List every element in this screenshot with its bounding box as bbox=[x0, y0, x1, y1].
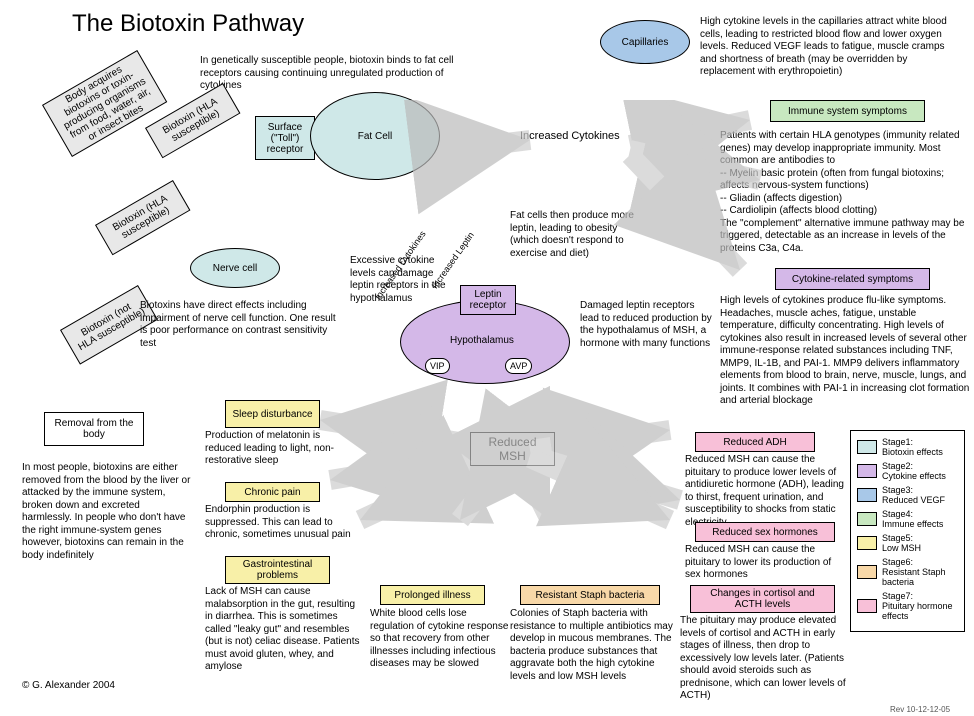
legend-label: Stage1: Biotoxin effects bbox=[882, 437, 943, 457]
sex-text: Reduced MSH can cause the pituitary to l… bbox=[685, 544, 840, 582]
legend-row: Stage7: Pituitary hormone effects bbox=[857, 591, 958, 621]
prolonged-box: Prolonged illness bbox=[380, 585, 485, 605]
legend-swatch bbox=[857, 512, 877, 526]
legend-label: Stage5: Low MSH bbox=[882, 533, 921, 553]
biotoxin-s2: Biotoxin (HLA susceptible) bbox=[95, 180, 190, 255]
capillaries: Capillaries bbox=[600, 20, 690, 64]
cortisol-box: Changes in cortisol and ACTH levels bbox=[690, 585, 835, 613]
gi-box: Gastrointestinal problems bbox=[225, 556, 330, 584]
sleep-text: Production of melatonin is reduced leadi… bbox=[205, 430, 345, 468]
legend-swatch bbox=[857, 488, 877, 502]
cortisol-text: The pituitary may produce elevated level… bbox=[680, 615, 860, 703]
sleep-box: Sleep disturbance bbox=[225, 400, 320, 428]
legend-row: Stage5: Low MSH bbox=[857, 533, 958, 553]
legend-swatch bbox=[857, 464, 877, 478]
revision: Rev 10-12-12-05 bbox=[890, 705, 950, 714]
staph-box: Resistant Staph bacteria bbox=[520, 585, 660, 605]
legend-swatch bbox=[857, 536, 877, 550]
legend-swatch bbox=[857, 599, 877, 613]
legend-swatch bbox=[857, 565, 877, 579]
legend: Stage1: Biotoxin effects Stage2: Cytokine… bbox=[850, 430, 965, 632]
copyright: © G. Alexander 2004 bbox=[22, 680, 115, 691]
prolonged-text: White blood cells lose regulation of cyt… bbox=[370, 608, 510, 671]
legend-row: Stage1: Biotoxin effects bbox=[857, 437, 958, 457]
acquire-box: Body acquires biotoxins or toxin-produci… bbox=[42, 50, 167, 157]
page-title: The Biotoxin Pathway bbox=[72, 10, 304, 38]
legend-label: Stage6: Resistant Staph bacteria bbox=[882, 557, 958, 587]
chronic-text: Endorphin production is suppressed. This… bbox=[205, 504, 355, 542]
adh-box: Reduced ADH bbox=[695, 432, 815, 452]
removal-box: Removal from the body bbox=[44, 412, 144, 446]
cap-text: High cytokine levels in the capillaries … bbox=[700, 16, 960, 79]
legend-swatch bbox=[857, 440, 877, 454]
intro-text: In genetically susceptible people, bioto… bbox=[200, 55, 480, 93]
gi-text: Lack of MSH can cause malabsorption in t… bbox=[205, 586, 365, 674]
legend-label: Stage7: Pituitary hormone effects bbox=[882, 591, 958, 621]
legend-row: Stage2: Cytokine effects bbox=[857, 461, 958, 481]
legend-label: Stage2: Cytokine effects bbox=[882, 461, 946, 481]
adh-text: Reduced MSH can cause the pituitary to p… bbox=[685, 454, 845, 529]
sex-box: Reduced sex hormones bbox=[695, 522, 835, 542]
legend-row: Stage4: Immune effects bbox=[857, 509, 958, 529]
legend-row: Stage6: Resistant Staph bacteria bbox=[857, 557, 958, 587]
legend-row: Stage3: Reduced VEGF bbox=[857, 485, 958, 505]
staph-text: Colonies of Staph bacteria with resistan… bbox=[510, 608, 680, 683]
legend-label: Stage3: Reduced VEGF bbox=[882, 485, 945, 505]
removal-text: In most people, biotoxins are either rem… bbox=[22, 462, 192, 562]
chronic-box: Chronic pain bbox=[225, 482, 320, 502]
legend-label: Stage4: Immune effects bbox=[882, 509, 943, 529]
